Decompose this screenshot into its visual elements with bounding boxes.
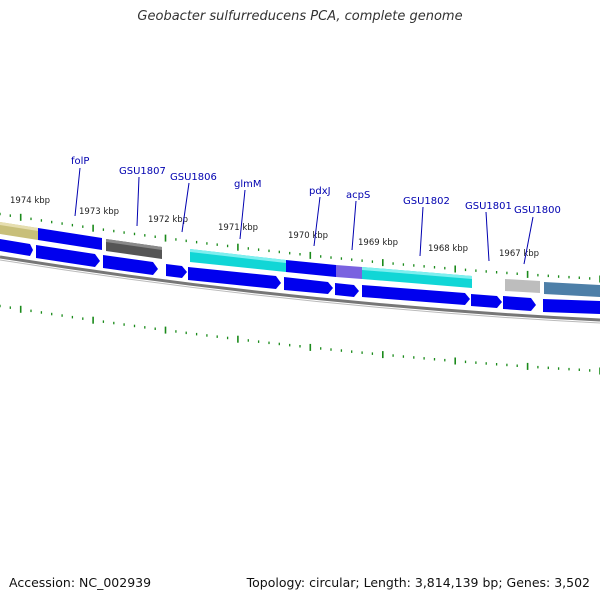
kbp-label-1970: 1970 kbp <box>288 231 328 241</box>
inner-tick-row <box>0 304 600 375</box>
feature-gene-pdxJ-upper[interactable] <box>286 260 336 277</box>
kbp-label-1973: 1973 kbp <box>79 207 119 217</box>
gene-label-GSU1806[interactable]: GSU1806 <box>170 172 217 183</box>
feature-purple-acpS[interactable] <box>336 265 362 279</box>
kbp-label-group: 1974 kbp 1973 kbp 1972 kbp 1971 kbp 1970… <box>10 196 539 259</box>
kbp-label-1972: 1972 kbp <box>148 215 188 225</box>
map-title: Geobacter sulfurreducens PCA, complete g… <box>137 9 463 24</box>
feature-shade-gray <box>106 239 162 250</box>
gene-arrow-10[interactable] <box>543 299 600 314</box>
gene-leader-lines <box>74 167 534 265</box>
gene-label-acpS[interactable]: acpS <box>346 190 370 201</box>
gene-label-GSU1807[interactable]: GSU1807 <box>119 166 166 177</box>
kbp-label-1967: 1967 kbp <box>499 249 539 259</box>
gene-arrow-7[interactable] <box>362 285 470 305</box>
gene-arrow-1[interactable] <box>36 245 100 267</box>
genome-summary-text: Topology: circular; Length: 3,814,139 bp… <box>246 575 590 590</box>
gene-arrow-4[interactable] <box>188 267 281 289</box>
genome-backbone-shadow <box>0 259 600 324</box>
feature-band-upper <box>0 222 600 297</box>
leader-glmM <box>239 189 246 240</box>
leader-pdxJ <box>313 196 321 247</box>
leader-folP <box>74 167 81 217</box>
gene-arrow-6[interactable] <box>335 283 359 297</box>
leader-GSU1801 <box>485 211 490 262</box>
feature-shade-cyan <box>190 249 286 263</box>
feature-steel[interactable] <box>544 282 600 297</box>
gene-arrow-9[interactable] <box>503 296 536 311</box>
gene-label-GSU1801[interactable]: GSU1801 <box>465 201 512 212</box>
gene-arrow-0[interactable] <box>0 239 33 256</box>
kbp-label-1968: 1968 kbp <box>428 244 468 254</box>
gene-label-GSU1802[interactable]: GSU1802 <box>403 196 450 207</box>
feature-gene-folP-upper[interactable] <box>38 228 102 250</box>
leader-GSU1800 <box>523 216 534 265</box>
feature-light-gray[interactable] <box>505 279 540 293</box>
leader-GSU1806 <box>181 182 190 233</box>
kbp-label-1969: 1969 kbp <box>358 238 398 248</box>
kbp-label-1974: 1974 kbp <box>10 196 50 206</box>
gene-arrow-8[interactable] <box>471 294 502 308</box>
gene-arrow-row <box>0 239 600 314</box>
genome-backbone <box>0 255 600 322</box>
accession-text: Accession: NC_002939 <box>9 575 152 590</box>
gene-arrow-3[interactable] <box>166 264 187 278</box>
feature-shade-olive <box>0 222 38 231</box>
gene-arrow-2[interactable] <box>103 255 158 275</box>
leader-GSU1802 <box>419 206 424 257</box>
gene-arrow-5[interactable] <box>284 277 333 294</box>
gene-label-GSU1800[interactable]: GSU1800 <box>514 205 561 216</box>
gene-label-glmM[interactable]: glmM <box>234 179 262 190</box>
leader-GSU1807 <box>136 176 140 227</box>
gene-label-pdxJ[interactable]: pdxJ <box>309 186 331 197</box>
gene-label-folP[interactable]: folP <box>71 156 89 167</box>
outer-tick-row <box>0 212 600 283</box>
kbp-label-1971: 1971 kbp <box>218 223 258 233</box>
leader-acpS <box>351 200 357 251</box>
feature-shade-cyan2 <box>362 267 472 279</box>
gene-label-group: folP GSU1807 GSU1806 glmM pdxJ acpS GSU1… <box>71 156 561 216</box>
